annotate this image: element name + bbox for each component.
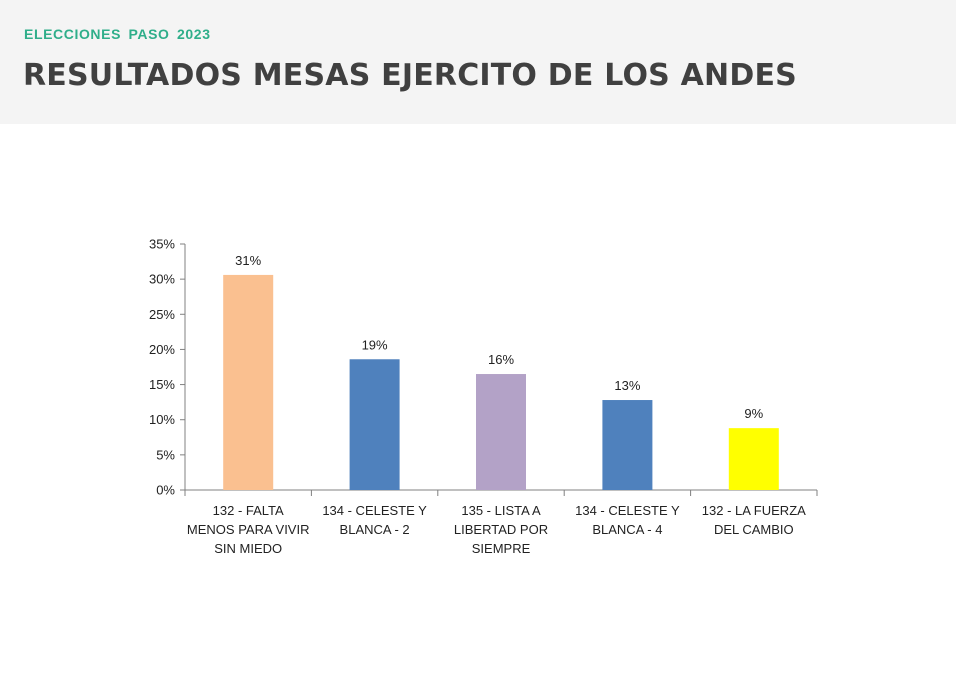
y-tick-label: 30%: [149, 272, 175, 287]
data-label: 9%: [744, 406, 763, 421]
x-tick-label: 134 - CELESTE Y: [322, 503, 427, 518]
x-tick-label: BLANCA - 2: [340, 522, 410, 537]
x-tick-label: LIBERTAD POR: [454, 522, 548, 537]
x-tick-label: MENOS PARA VIVIR: [187, 522, 310, 537]
x-tick-label: DEL CAMBIO: [714, 522, 794, 537]
x-tick-label: BLANCA - 4: [592, 522, 662, 537]
x-tick-label: 135 - LISTA A: [461, 503, 541, 518]
data-label: 31%: [235, 253, 261, 268]
data-label: 13%: [614, 378, 640, 393]
data-label: 19%: [362, 337, 388, 352]
subtitle: ELECCIONES PASO 2023: [24, 26, 211, 42]
chart-area: 0% 5% 10% 15% 20% 25% 30% 35% 31% 132 - FALTA MENO…: [0, 124, 956, 672]
header: ELECCIONES PASO 2023 RESULTADOS MESAS EJ…: [0, 0, 956, 124]
bar-chart: 0% 5% 10% 15% 20% 25% 30% 35% 31% 132 - FALTA MENO…: [149, 237, 818, 556]
x-tick-label: 132 - FALTA: [213, 503, 284, 518]
y-tick-label: 20%: [149, 342, 175, 357]
bar: [476, 374, 526, 490]
bar: [728, 428, 779, 490]
y-tick-label: 15%: [149, 377, 175, 392]
x-tick-label: 134 - CELESTE Y: [575, 503, 680, 518]
page-title: RESULTADOS MESAS EJERCITO DE LOS ANDES: [23, 58, 797, 93]
y-tick-label: 25%: [149, 307, 175, 322]
x-tick-label: 132 - LA FUERZA: [702, 503, 806, 518]
x-tick-label: SIN MIEDO: [214, 541, 282, 556]
x-tick-label: SIEMPRE: [472, 541, 531, 556]
y-tick-label: 35%: [149, 237, 175, 252]
y-tick-label: 5%: [156, 447, 175, 462]
bar: [349, 359, 400, 490]
y-tick-label: 10%: [149, 412, 175, 427]
y-tick-label: 0%: [156, 483, 175, 498]
bar: [602, 400, 653, 490]
data-label: 16%: [488, 352, 514, 367]
bar: [223, 274, 274, 490]
